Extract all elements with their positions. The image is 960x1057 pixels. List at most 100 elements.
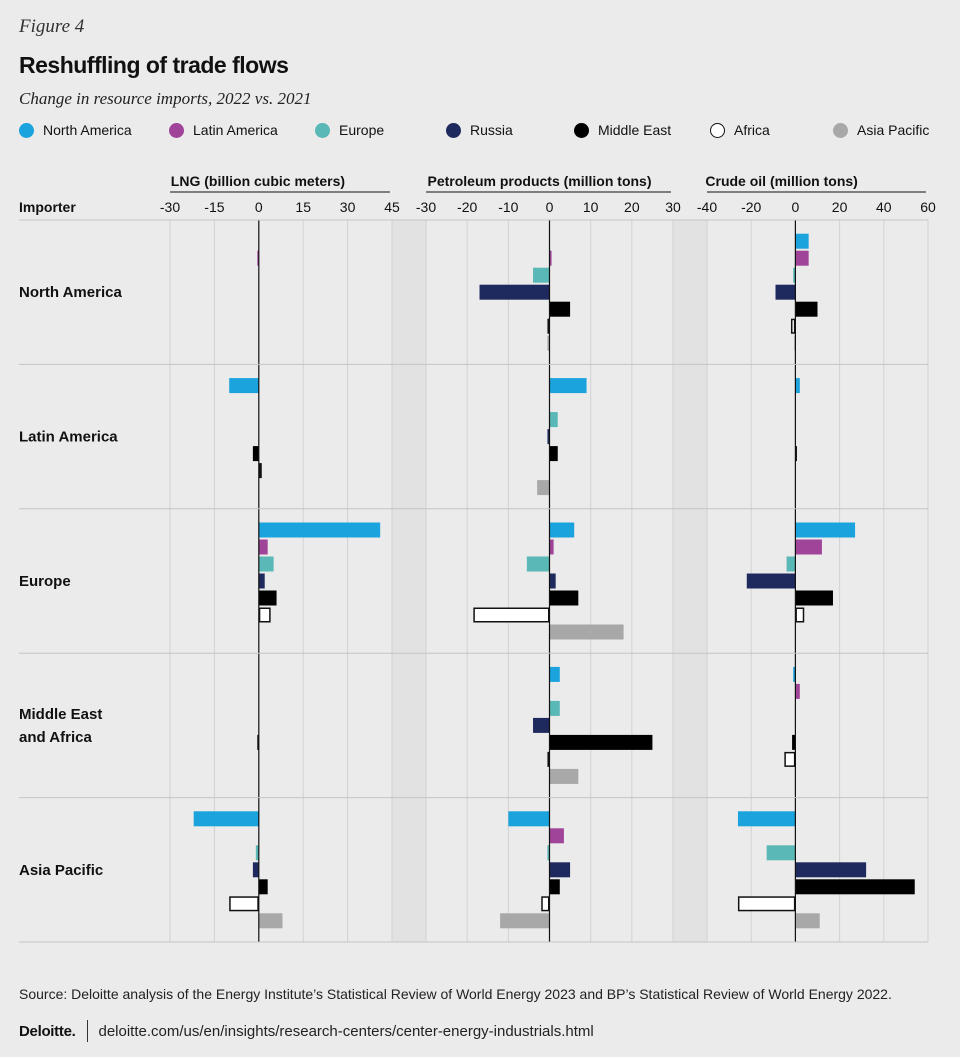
bar-petroleum-products-middle-east-and-africa-north-america [549,666,560,682]
legend-swatch [446,122,461,138]
bar-crude-oil-asia-pacific-middle-east [795,879,915,895]
bar-petroleum-products-asia-pacific-europe [547,845,550,861]
footer: Deloitte. deloitte.com/us/en/insights/re… [19,1020,594,1042]
tick-label: -10 [498,199,518,215]
bar-petroleum-products-middle-east-and-africa-russia [533,717,550,733]
bar-crude-oil-north-america-north-america [795,233,809,249]
legend-item-asia-pacific: Asia Pacific [833,122,953,138]
bar-crude-oil-north-america-russia [775,284,796,300]
bar-crude-oil-europe-middle-east [795,590,833,606]
legend-swatch [710,122,725,138]
bar-petroleum-products-europe-asia-pacific [549,624,624,640]
bar-petroleum-products-north-america-middle-east [549,301,571,317]
tick-label: 10 [583,199,599,215]
bar-crude-oil-middle-east-and-africa-north-america [793,666,796,682]
bar-lng-latin-america-north-america [229,378,259,394]
bar-lng-asia-pacific-north-america [193,811,259,827]
bar-petroleum-products-europe-europe [526,556,550,572]
bar-crude-oil-europe-latin-america [795,539,822,555]
bar-petroleum-products-asia-pacific-middle-east [549,879,560,895]
bar-crude-oil-europe-europe [786,556,796,572]
legend-swatch [833,122,848,138]
bar-lng-europe-north-america [258,522,381,538]
bar-petroleum-products-north-america-russia [479,284,550,300]
footer-divider [87,1020,89,1042]
bar-crude-oil-latin-america-north-america [795,378,800,394]
bar-petroleum-products-asia-pacific-north-america [508,811,550,827]
chart-subtitle: Change in resource imports, 2022 vs. 202… [19,89,312,108]
legend-label: Africa [734,122,770,138]
bar-crude-oil-europe-north-america [795,522,856,538]
tick-label: 20 [624,199,640,215]
legend-item-russia: Russia [446,122,574,138]
bar-petroleum-products-north-america-asia-pacific [547,335,550,351]
bar-petroleum-products-middle-east-and-africa-middle-east [549,734,653,750]
bar-lng-europe-russia [258,573,265,589]
legend-item-africa: Africa [710,122,833,138]
bar-petroleum-products-middle-east-and-africa-europe [549,700,560,716]
bar-lng-asia-pacific-asia-pacific [258,913,283,929]
bar-petroleum-products-europe-middle-east [549,590,579,606]
panel-title-petroleum-products-million-tons: Petroleum products (million tons) [428,173,652,189]
bar-crude-oil-latin-america-middle-east [795,446,797,462]
tick-label: 30 [665,199,681,215]
bar-petroleum-products-north-america-latin-america [549,250,552,266]
logo-dot: . [71,1022,76,1040]
tick-label: 0 [546,199,554,215]
importer-label-north-america: North America [19,284,122,301]
bar-crude-oil-north-america-latin-america [795,250,809,266]
bar-lng-asia-pacific-africa [229,896,259,912]
legend-label: Middle East [598,122,672,138]
bar-crude-oil-north-america-middle-east [795,301,818,317]
legend-label: Europe [339,122,385,138]
bar-lng-asia-pacific-middle-east [258,879,268,895]
legend: North America Latin America Europe Russia Mi… [19,122,953,138]
importer-label-europe: Europe [19,573,71,590]
importer-axis-label: Importer [19,199,76,215]
bar-petroleum-products-asia-pacific-latin-america [549,828,564,844]
bar-crude-oil-asia-pacific-russia [795,862,867,878]
bar-crude-oil-europe-africa [795,607,805,623]
bar-petroleum-products-asia-pacific-asia-pacific [500,913,550,929]
importer-label-asia-pacific: Asia Pacific [19,862,103,879]
importer-label-middle-east-and-africa: Middle East [19,706,102,723]
bar-petroleum-products-latin-america-europe [549,412,558,428]
legend-item-north-america: North America [19,122,169,138]
legend-swatch [315,122,330,138]
bar-crude-oil-middle-east-and-africa-africa [784,751,796,767]
tick-label: 15 [295,199,311,215]
panel-gutter [392,220,426,942]
importer-label-latin-america: Latin America [19,429,118,446]
tick-label: -40 [697,199,717,215]
legend-item-europe: Europe [315,122,446,138]
logo-text: Deloitte [19,1022,72,1040]
bar-lng-europe-latin-america [258,539,268,555]
trade-flow-chart: Importer LNG (billion cubic meters) -30 -15… [19,173,936,943]
tick-label: 0 [255,199,263,215]
tick-label: -20 [741,199,761,215]
chart-title: Reshuffling of trade flows [19,52,289,78]
tick-label: -30 [416,199,436,215]
legend-swatch [19,122,34,138]
legend-swatch [169,122,184,138]
tick-label: -20 [457,199,477,215]
bar-petroleum-products-north-america-europe [533,267,550,283]
legend-label: Russia [470,122,513,138]
tick-label: 20 [832,199,848,215]
bar-lng-europe-middle-east [258,590,277,606]
bar-petroleum-products-asia-pacific-africa [541,896,550,912]
bar-petroleum-products-latin-america-asia-pacific [537,480,550,496]
bar-lng-europe-africa [258,607,271,623]
tick-label: 40 [876,199,892,215]
footer-url[interactable]: deloitte.com/us/en/insights/research-cen… [98,1022,594,1040]
bar-crude-oil-middle-east-and-africa-latin-america [795,683,800,699]
source-note: Source: Deloitte analysis of the Energy … [19,986,892,1002]
bar-crude-oil-europe-russia [746,573,796,589]
bar-lng-asia-pacific-russia [252,862,259,878]
bar-crude-oil-asia-pacific-asia-pacific [795,913,820,929]
bar-petroleum-products-asia-pacific-russia [549,862,571,878]
bar-lng-latin-america-africa [258,463,262,479]
bar-lng-asia-pacific-europe [255,845,259,861]
tick-label: -30 [160,199,180,215]
bar-crude-oil-middle-east-and-africa-middle-east [792,734,796,750]
